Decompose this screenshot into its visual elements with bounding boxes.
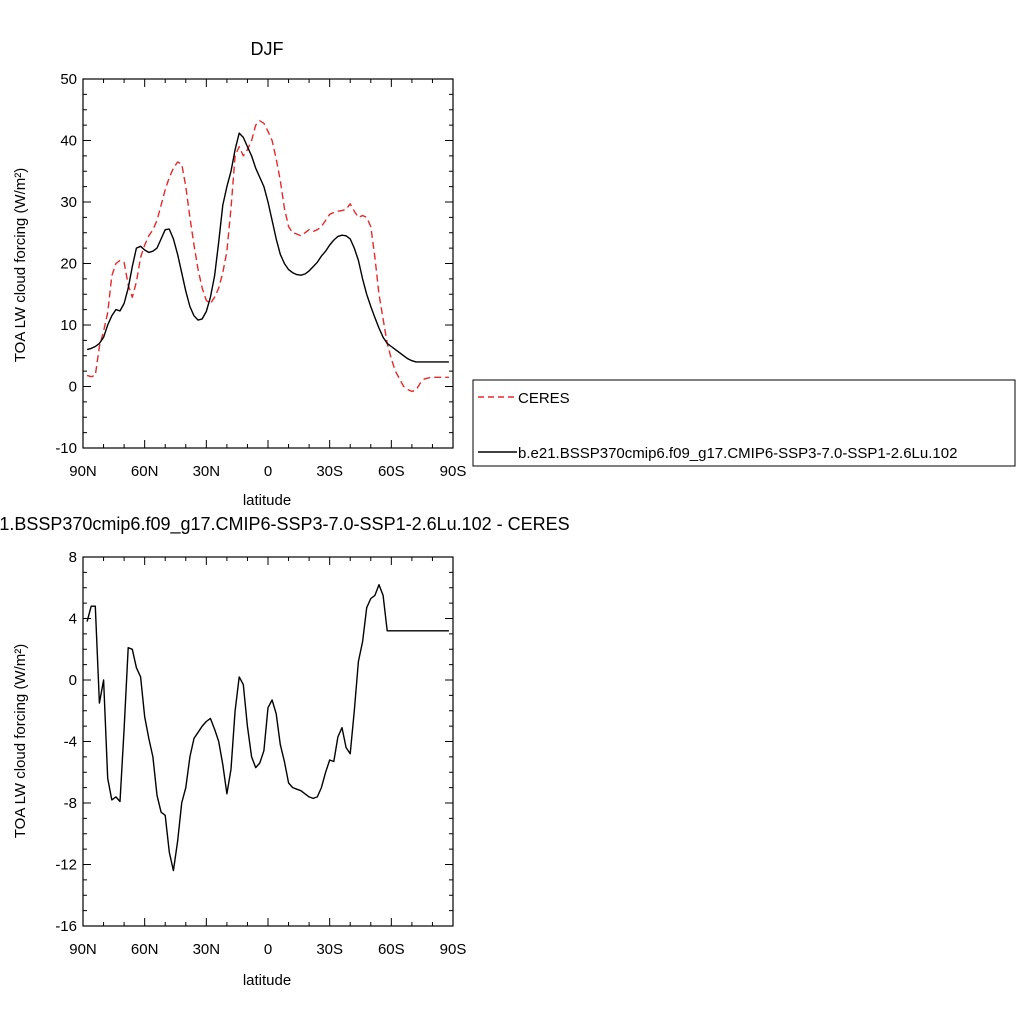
bottom-y-axis-label: TOA LW cloud forcing (W/m²) [12, 644, 29, 838]
top-x-tick-label: 90S [440, 463, 467, 480]
legend: CERES b.e21.BSSP370cmip6.f09_g17.CMIP6-S… [472, 379, 1016, 467]
bottom-x-tick-label: 0 [264, 941, 272, 958]
top-y-axis-label: TOA LW cloud forcing (W/m²) [12, 168, 29, 362]
top-y-tick-label: 0 [69, 379, 77, 396]
bottom-y-tick-label: -16 [55, 918, 77, 935]
bottom-y-tick-label: -12 [55, 857, 77, 874]
top-plot-frame [82, 78, 454, 449]
bottom-chart-panel: b.e21.BSSP370cmip6.f09_g17.CMIP6-SSP3-7.… [0, 514, 570, 989]
bottom-chart-title: b.e21.BSSP370cmip6.f09_g17.CMIP6-SSP3-7.… [0, 514, 570, 535]
top-y-tick-label: 10 [60, 317, 77, 334]
top-axis-ticks: 50 40 30 20 10 0 -10 90N 60N 30N 0 30S 60S 90S [55, 71, 466, 480]
top-y-tick-label: 20 [60, 256, 77, 273]
top-x-tick-label: 60N [131, 463, 159, 480]
bottom-x-tick-label: 60N [131, 941, 159, 958]
top-x-tick-label: 30S [316, 463, 343, 480]
bottom-y-tick-label: -4 [64, 734, 77, 751]
top-series-lines [86, 120, 449, 393]
bottom-series-line-difference [86, 584, 449, 872]
bottom-y-tick-label: 0 [69, 672, 77, 689]
top-y-tick-label: 50 [60, 71, 77, 88]
bottom-axis-ticks: 8 4 0 -4 -8 -12 -16 90N 60N 30N 0 30S 60S 90S [55, 549, 466, 958]
bottom-x-tick-label: 90S [440, 941, 467, 958]
top-x-axis-label: latitude [243, 492, 291, 509]
bottom-y-tick-label: 4 [69, 611, 77, 628]
top-x-tick-label: 90N [69, 463, 97, 480]
bottom-plot-frame [82, 556, 454, 927]
top-series-line-ceres [86, 120, 449, 393]
top-y-tick-label: -10 [55, 440, 77, 457]
bottom-x-tick-label: 30N [193, 941, 221, 958]
bottom-x-tick-label: 90N [69, 941, 97, 958]
bottom-series-lines [86, 584, 449, 872]
top-chart-title: DJF [251, 39, 284, 59]
legend-box [472, 379, 1016, 467]
bottom-x-tick-label: 30S [316, 941, 343, 958]
bottom-y-tick-label: -8 [64, 795, 77, 812]
top-x-tick-label: 0 [264, 463, 272, 480]
top-y-tick-label: 30 [60, 194, 77, 211]
legend-entry-ceres: CERES [518, 390, 570, 407]
top-y-tick-label: 40 [60, 133, 77, 150]
bottom-y-tick-label: 8 [69, 549, 77, 566]
bottom-x-tick-label: 60S [378, 941, 405, 958]
bottom-x-axis-label: latitude [243, 972, 291, 989]
top-chart-panel: DJF latitude TOA LW cloud forcing (W/m²)… [12, 39, 466, 509]
top-series-line-model [86, 132, 449, 363]
top-x-tick-label: 30N [193, 463, 221, 480]
legend-entry-model: b.e21.BSSP370cmip6.f09_g17.CMIP6-SSP3-7.… [518, 445, 957, 462]
top-x-tick-label: 60S [378, 463, 405, 480]
